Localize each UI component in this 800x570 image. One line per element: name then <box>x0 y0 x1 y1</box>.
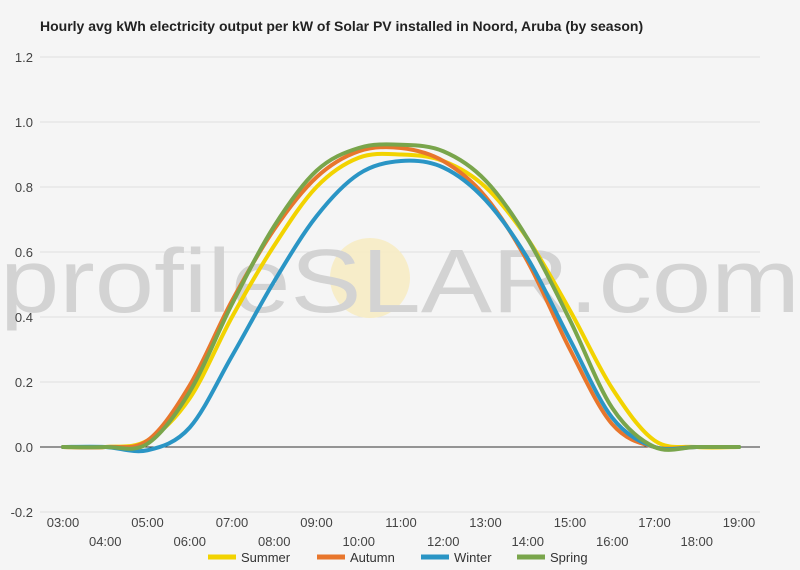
watermark-text: profile S LAR.com <box>0 232 800 332</box>
x-tick-label: 10:00 <box>342 534 375 549</box>
x-tick-label: 17:00 <box>638 515 671 530</box>
x-tick-label: 07:00 <box>216 515 249 530</box>
watermark-text-middle: S <box>290 232 361 332</box>
watermark-sun <box>330 238 410 318</box>
series-line-winter <box>61 158 741 454</box>
series-line-autumn <box>61 145 741 451</box>
axis-layer: -0.2 0.0 0.2 0.4 0.6 0.8 1.0 1.2 03:00 04:00 05:00… <box>11 50 760 549</box>
x-tick-label: 06:00 <box>173 534 206 549</box>
x-tick-label: 14:00 <box>511 534 544 549</box>
series-line-summer <box>61 151 741 450</box>
x-tick-label: 19:00 <box>723 515 756 530</box>
series-line-spring <box>61 142 741 452</box>
legend-label-winter: Winter <box>454 550 492 565</box>
x-tick-label: 18:00 <box>680 534 713 549</box>
legend-label-summer: Summer <box>241 550 291 565</box>
legend-label-spring: Spring <box>550 550 588 565</box>
x-tick-label: 08:00 <box>258 534 291 549</box>
x-tick-label: 05:00 <box>131 515 164 530</box>
x-tick-label: 03:00 <box>47 515 80 530</box>
x-tick-label: 12:00 <box>427 534 460 549</box>
x-tick-label: 15:00 <box>554 515 587 530</box>
y-tick-label: -0.2 <box>11 505 33 520</box>
y-tick-label: 1.0 <box>15 115 33 130</box>
x-tick-label: 11:00 <box>385 515 417 530</box>
legend: Summer Autumn Winter Spring <box>208 550 588 565</box>
y-tick-label: 0.2 <box>15 375 33 390</box>
x-tick-label: 16:00 <box>596 534 629 549</box>
chart-title: Hourly avg kWh electricity output per kW… <box>40 18 644 34</box>
watermark-text-left: profile <box>0 232 290 332</box>
series-layer <box>61 142 741 454</box>
y-tick-label: 0.6 <box>15 245 33 260</box>
y-tick-label: 0.0 <box>15 440 33 455</box>
legend-label-autumn: Autumn <box>350 550 395 565</box>
watermark-text-right: LAR.com <box>362 232 800 332</box>
x-tick-label: 09:00 <box>300 515 333 530</box>
x-tick-label: 13:00 <box>469 515 502 530</box>
watermark: profile S LAR.com <box>0 232 800 332</box>
y-tick-label: 0.8 <box>15 180 33 195</box>
x-tick-label: 04:00 <box>89 534 122 549</box>
y-tick-label: 1.2 <box>15 50 33 65</box>
y-tick-label: 0.4 <box>15 310 33 325</box>
